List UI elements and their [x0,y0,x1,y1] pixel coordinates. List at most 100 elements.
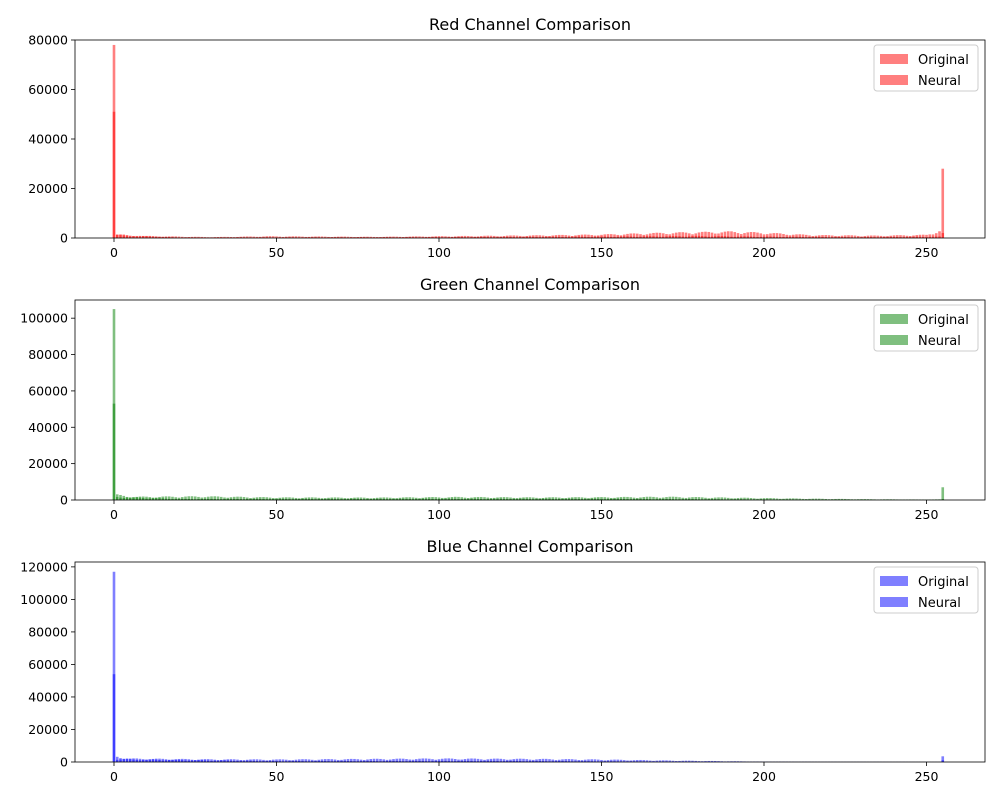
series-original [112,44,945,239]
histogram-bar [603,760,607,762]
legend-swatch [880,576,908,586]
histogram-bar [385,499,389,500]
histogram-bar [564,498,568,500]
histogram-bar [418,236,421,238]
histogram-bar [613,234,616,238]
histogram-bar [414,498,418,500]
histogram-bar [817,498,821,500]
histogram-bar [772,498,776,500]
histogram-bar [470,498,473,500]
histogram-bar [674,496,678,500]
histogram-bar [639,759,642,762]
histogram-bar [135,497,139,500]
histogram-bar [655,497,659,500]
histogram-bar [333,497,337,500]
histogram-bar [684,232,688,238]
histogram-bar [453,496,457,500]
histogram-bar [531,499,535,500]
histogram-bar [938,231,941,238]
histogram-bar [941,168,945,238]
histogram-bar [167,498,171,500]
histogram-bar [765,236,769,238]
histogram-bar [509,235,512,238]
histogram-bar [895,236,899,238]
histogram-bar [388,759,392,762]
legend-label: Neural [918,74,961,89]
histogram-bar [154,759,158,762]
histogram-bar [379,498,382,500]
histogram-bar [310,761,314,762]
histogram-bar [115,759,119,762]
histogram-bar [681,497,685,500]
histogram-bar [161,496,165,500]
histogram-bar [268,760,272,762]
histogram-bar [691,499,694,500]
histogram-bar [242,236,246,238]
histogram-bar [112,111,116,238]
histogram-bar [522,236,525,238]
histogram-bar [232,496,236,500]
histogram-bar [395,758,399,762]
histogram-bar [499,498,503,500]
histogram-bar [574,497,577,500]
histogram-bar [834,237,837,238]
histogram-bar [580,761,584,762]
series-neural [112,403,945,500]
histogram-bar [427,237,431,238]
histogram-bar [226,498,230,500]
histogram-bar [863,237,867,238]
histogram-bar [388,499,392,500]
histogram-bar [151,498,155,500]
legend: Original Neural [873,44,979,92]
legend-swatch [880,314,908,324]
histogram-bar [161,760,165,762]
histogram-bar [489,758,493,762]
histogram-bar [619,236,623,238]
histogram-bar [577,760,581,762]
histogram-bar [509,497,512,500]
histogram-bar [915,235,919,238]
histogram-bar [203,497,207,500]
histogram-bar [379,237,382,238]
legend-label: Original [918,575,969,590]
histogram-bar [119,494,122,500]
histogram-bar [535,760,538,762]
histogram-bar [450,237,454,238]
histogram-bar [401,237,405,238]
histogram-bar [746,497,750,500]
histogram-bar [908,236,912,238]
chart-title: Green Channel Comparison [420,275,640,294]
x-tick-label: 200 [752,507,776,522]
histogram-bar [151,236,155,238]
histogram-bar [180,760,184,762]
histogram-bar [700,236,704,238]
histogram-bar [730,236,733,238]
histogram-bar [687,760,691,762]
histogram-bar [460,499,464,500]
histogram-bar [574,759,577,762]
histogram-bar [808,235,811,238]
histogram-bar [119,497,122,500]
histogram-bar [934,236,938,238]
histogram-bar [418,758,421,762]
histogram-bar [720,236,724,238]
histogram-bar [177,497,181,500]
histogram-bar [499,236,503,238]
histogram-bar [359,761,363,762]
histogram-bar [232,760,236,762]
histogram-bar [460,760,464,762]
histogram-bar [473,498,477,500]
histogram-bar [252,236,256,238]
histogram-bar [405,237,408,238]
histogram-bar [473,237,477,238]
histogram-bar [700,497,704,500]
histogram-bar [726,236,730,238]
histogram-bar [580,760,584,762]
histogram-bar [639,234,642,238]
histogram-bar [223,760,226,762]
histogram-bar [538,759,542,762]
legend-swatch [880,75,908,85]
histogram-bar [314,497,317,500]
histogram-bar [665,498,668,500]
histogram-bar [457,496,460,500]
